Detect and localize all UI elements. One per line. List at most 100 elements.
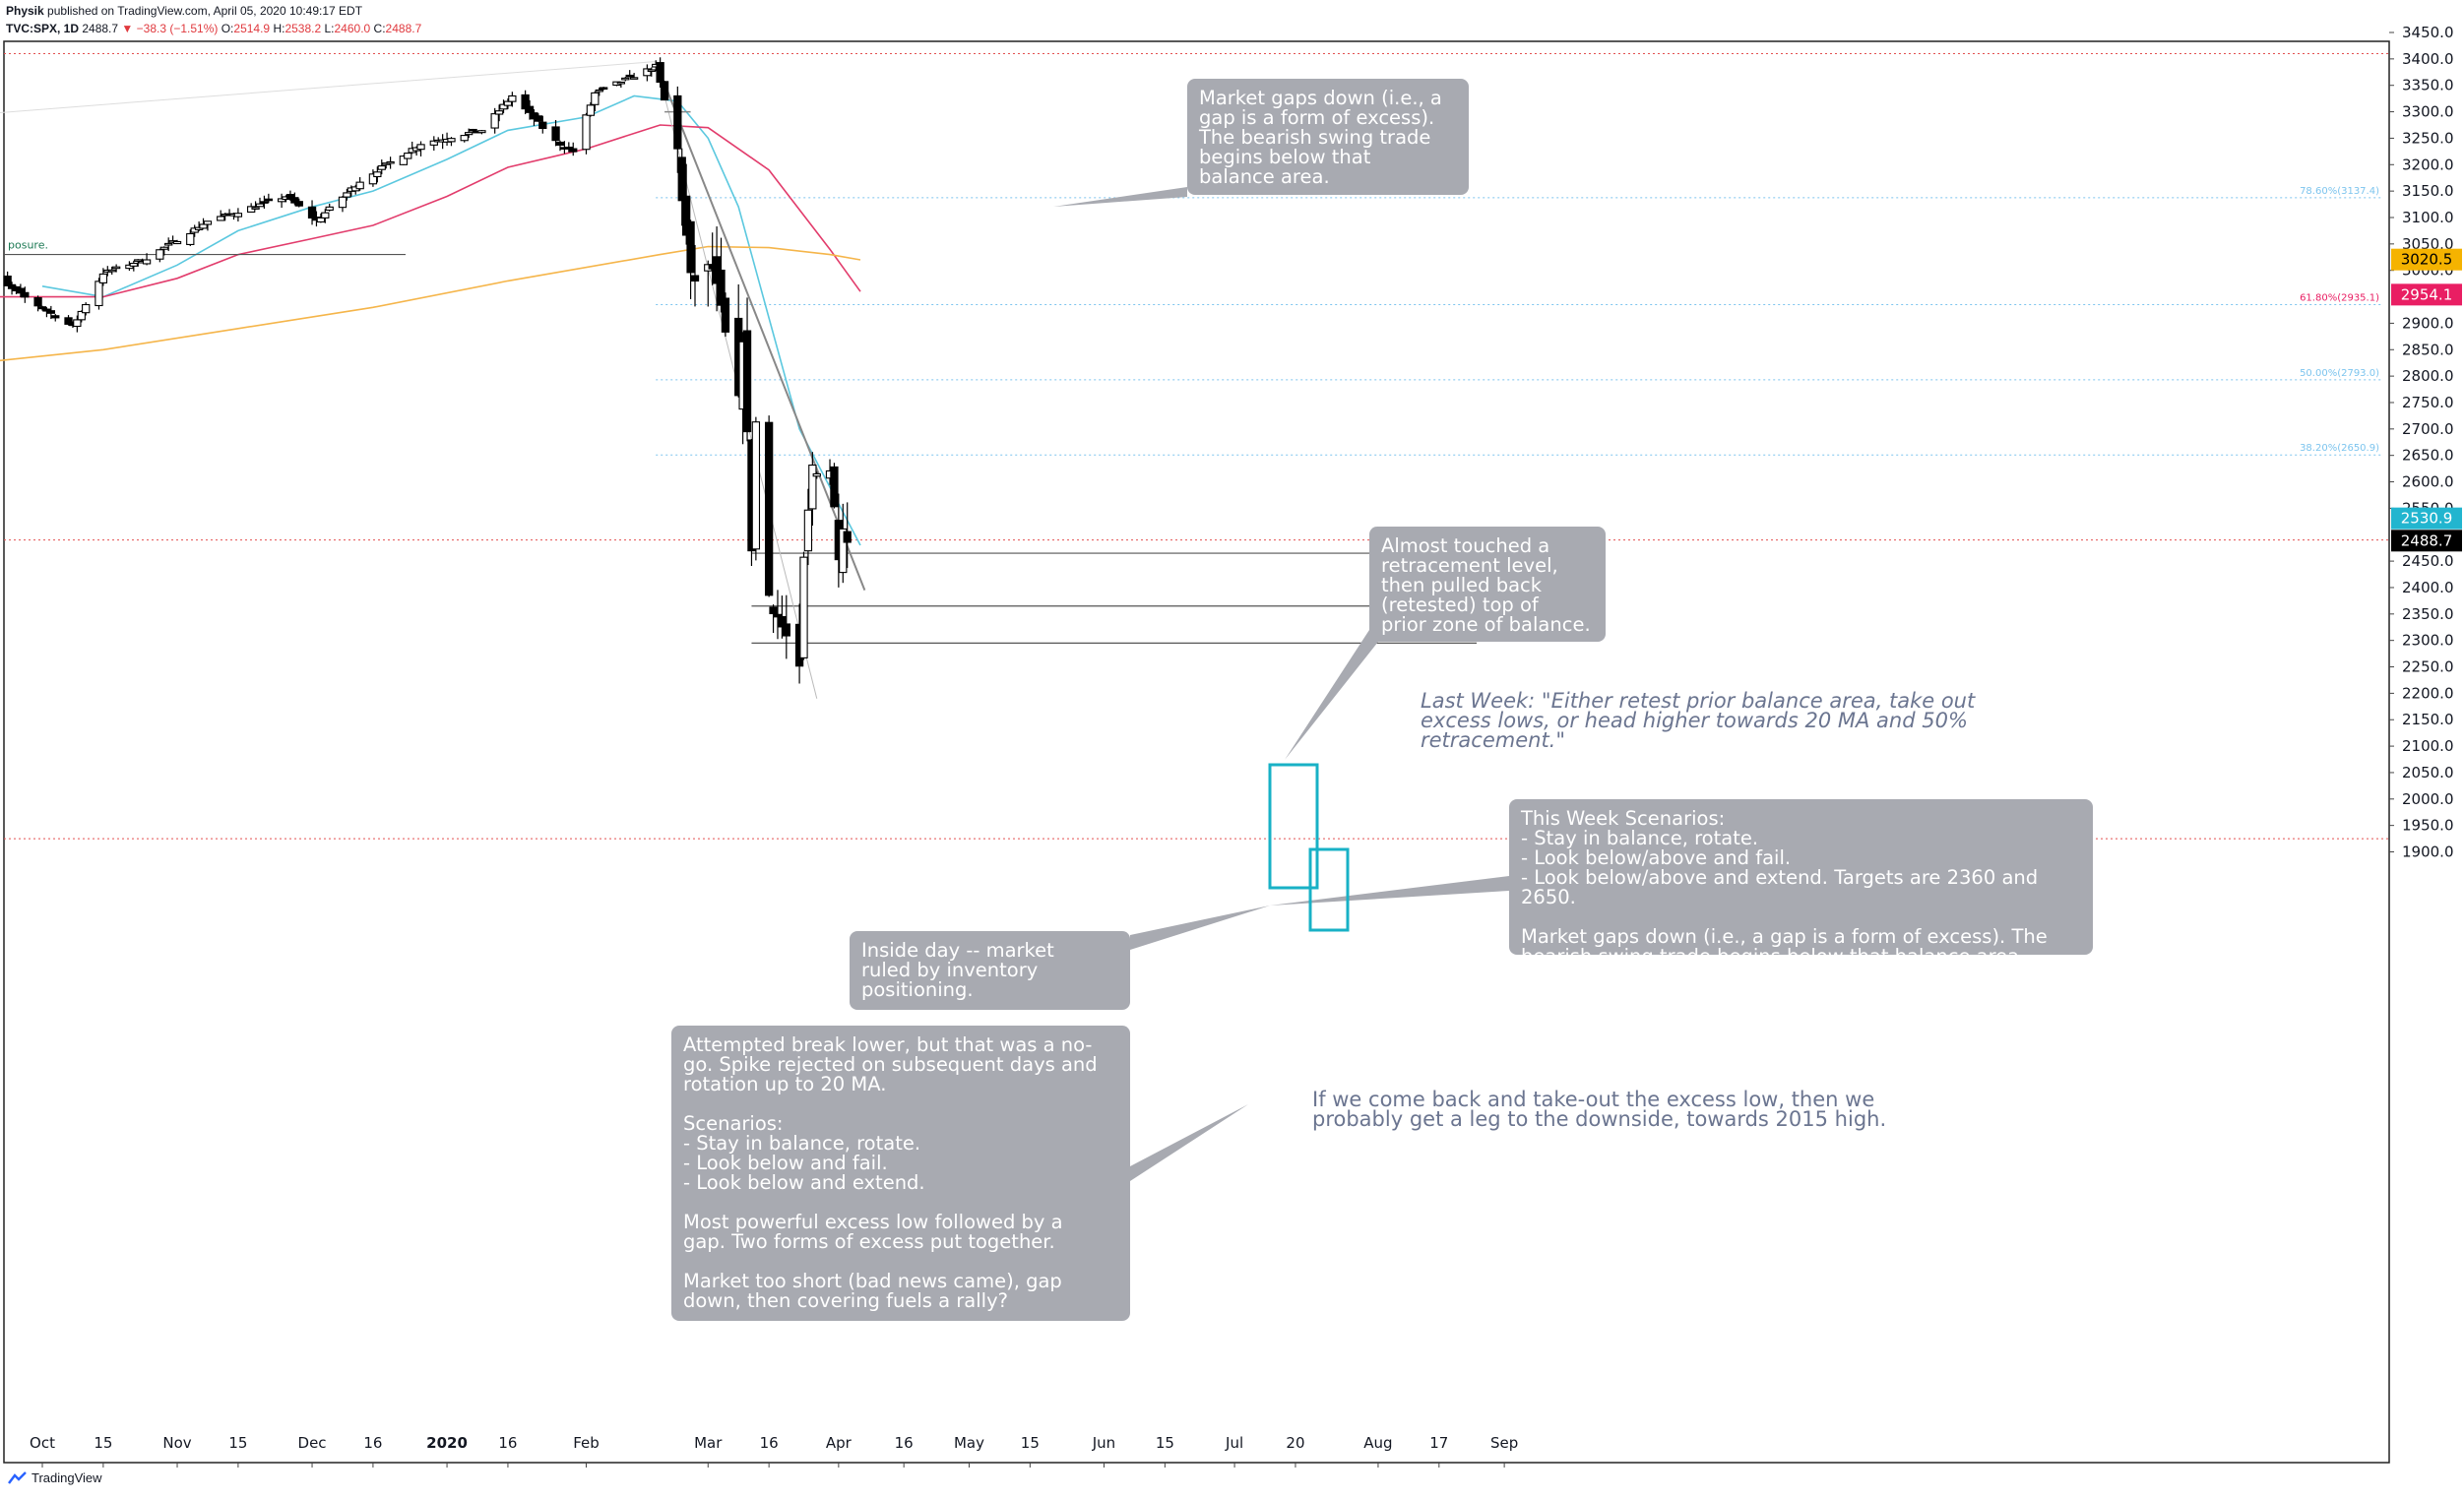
candle-body bbox=[591, 92, 600, 105]
price-tick-label: 2200.0 bbox=[2402, 684, 2454, 702]
time-tick-label: Apr bbox=[826, 1434, 853, 1452]
candle-body bbox=[264, 198, 273, 202]
trend-line bbox=[655, 61, 866, 592]
candle-body bbox=[555, 141, 565, 146]
price-tick-label: 2750.0 bbox=[2402, 394, 2454, 411]
candle-body bbox=[843, 531, 852, 543]
candle-body bbox=[134, 259, 143, 262]
price-tick-label: 3050.0 bbox=[2402, 235, 2454, 253]
candle-body bbox=[355, 181, 364, 190]
candle-body bbox=[316, 217, 326, 223]
author-name[interactable]: Physik bbox=[6, 4, 44, 18]
exposure-level-label: posure. bbox=[8, 239, 48, 252]
price-tick-label: 3200.0 bbox=[2402, 156, 2454, 173]
time-tick-label: Jul bbox=[1225, 1434, 1243, 1452]
candle-body bbox=[508, 94, 517, 102]
tradingview-brand[interactable]: TradingView bbox=[8, 1470, 102, 1485]
time-tick-label: 15 bbox=[94, 1434, 112, 1452]
candle-body bbox=[625, 74, 634, 78]
time-tick-label: 15 bbox=[228, 1434, 247, 1452]
price-tick-label: 2700.0 bbox=[2402, 420, 2454, 438]
time-tick-label: Mar bbox=[694, 1434, 723, 1452]
candle-body bbox=[647, 69, 656, 73]
brand-name: TradingView bbox=[32, 1470, 102, 1485]
candle-body bbox=[782, 623, 790, 637]
candle-body bbox=[812, 472, 821, 477]
low-value: 2460.0 bbox=[334, 22, 371, 35]
candle-body bbox=[690, 275, 700, 282]
annotation-excess-low: If we come back and take-out the excess … bbox=[1312, 1088, 1887, 1131]
price-tag-label: 2530.9 bbox=[2401, 510, 2453, 528]
callout-pointer bbox=[1130, 906, 1270, 950]
candle-body bbox=[808, 464, 817, 510]
candle-body bbox=[469, 128, 477, 132]
price-tick-label: 3250.0 bbox=[2402, 129, 2454, 147]
chart-header: Physik published on TradingView.com, Apr… bbox=[6, 2, 421, 37]
price-tick-label: 3450.0 bbox=[2402, 24, 2454, 41]
high-label: H: bbox=[273, 22, 285, 35]
candle-body bbox=[538, 121, 547, 130]
candle-body bbox=[465, 132, 474, 136]
candle-body bbox=[42, 308, 51, 312]
candle-body bbox=[621, 77, 630, 81]
candle-body bbox=[600, 87, 608, 91]
time-tick-label: 16 bbox=[895, 1434, 914, 1452]
price-tick-label: 2900.0 bbox=[2402, 314, 2454, 332]
price-tick-label: 2150.0 bbox=[2402, 711, 2454, 728]
open-value: 2514.9 bbox=[233, 22, 271, 35]
candle-body bbox=[839, 528, 848, 574]
symbol-line: TVC:SPX, 1D 2488.7 ▼ −38.3 (−1.51%) O:25… bbox=[6, 20, 421, 37]
price-tick-label: 1900.0 bbox=[2402, 844, 2454, 861]
candle-body bbox=[51, 315, 60, 319]
candle-body bbox=[429, 140, 438, 146]
time-tick-label: 17 bbox=[1429, 1434, 1448, 1452]
price-tick-label: 1950.0 bbox=[2402, 817, 2454, 835]
candle-body bbox=[343, 192, 351, 198]
annotation-retracement[interactable]: Almost touched a retracement level, then… bbox=[1369, 527, 1606, 642]
annotation-inside-day[interactable]: Inside day -- market ruled by inventory … bbox=[850, 931, 1130, 1010]
price-tick-label: 2450.0 bbox=[2402, 552, 2454, 570]
price-tick-label: 2600.0 bbox=[2402, 473, 2454, 491]
candle-body bbox=[399, 156, 409, 165]
annotation-this-week[interactable]: This Week Scenarios: - Stay in balance, … bbox=[1509, 799, 2093, 967]
candle-body bbox=[98, 273, 108, 283]
time-tick-label: Sep bbox=[1490, 1434, 1518, 1452]
candle-body bbox=[569, 148, 578, 153]
price-tick-label: 3400.0 bbox=[2402, 50, 2454, 68]
symbol-name[interactable]: TVC:SPX, 1D bbox=[6, 22, 80, 35]
candle-body bbox=[721, 297, 730, 333]
candle-body bbox=[16, 287, 26, 294]
candle-body bbox=[338, 196, 347, 209]
fib-level-label: 61.80%(2935.1) bbox=[2300, 293, 2379, 304]
candle-body bbox=[416, 144, 425, 151]
candle-body bbox=[742, 330, 752, 433]
candle-body bbox=[325, 206, 334, 212]
time-tick-label: Oct bbox=[30, 1434, 55, 1452]
candle-body bbox=[277, 198, 286, 203]
candle-body bbox=[203, 220, 213, 225]
price-tag-label: 3020.5 bbox=[2401, 251, 2453, 269]
annotation-gap-down[interactable]: Market gaps down (i.e., a gap is a form … bbox=[1187, 79, 1469, 195]
candle-body bbox=[769, 606, 778, 615]
candle-body bbox=[233, 213, 243, 218]
moving-average-line-3 bbox=[0, 245, 861, 362]
time-tick-label: 2020 bbox=[426, 1434, 468, 1452]
price-tag bbox=[2391, 248, 2462, 271]
moving-average-line-2 bbox=[0, 124, 861, 298]
candle-body bbox=[217, 216, 225, 221]
time-tick-label: 15 bbox=[1021, 1434, 1040, 1452]
candle-body bbox=[77, 310, 86, 321]
price-tag-label: 2954.1 bbox=[2401, 285, 2453, 303]
candle-body bbox=[751, 421, 761, 550]
callout-pointer bbox=[1270, 876, 1509, 906]
candle-body bbox=[616, 81, 626, 85]
candle-body bbox=[447, 138, 456, 143]
candle-body bbox=[582, 114, 591, 151]
time-tick-label: 16 bbox=[760, 1434, 779, 1452]
plot-frame bbox=[3, 40, 2390, 1464]
candle-body bbox=[64, 317, 73, 325]
annotation-attempted-break[interactable]: Attempted break lower, but that was a no… bbox=[671, 1026, 1130, 1321]
candle-body bbox=[503, 100, 513, 106]
candle-body bbox=[830, 466, 839, 508]
